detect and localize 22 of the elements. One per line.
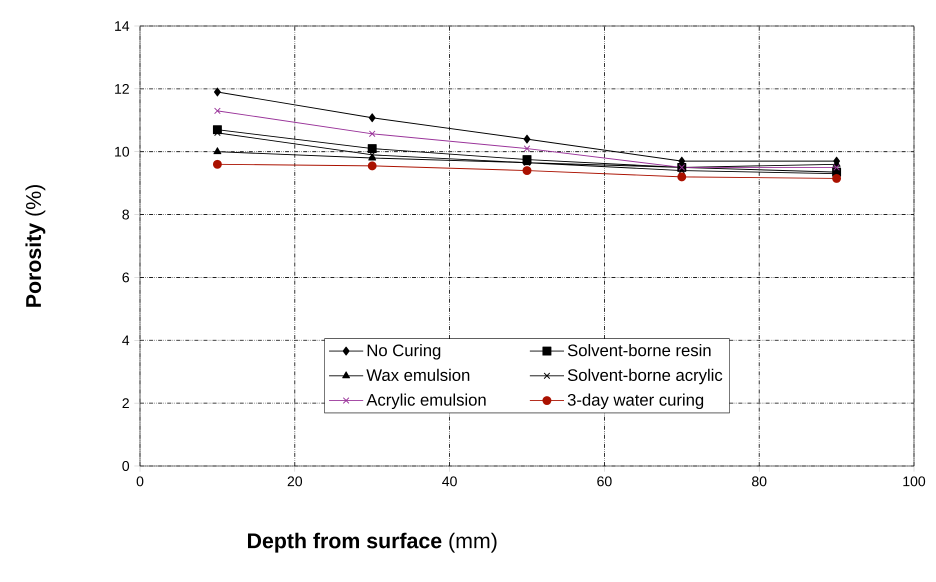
x-tick-label: 20	[288, 476, 302, 486]
x-axis-title: Depth from surface (mm)	[248, 532, 496, 553]
y-tick-label: 14	[115, 21, 130, 31]
y-tick-label: 8	[122, 210, 129, 220]
y-tick-label: 0	[122, 461, 130, 471]
legend-label: 3-day water curing	[568, 394, 704, 410]
y-tick-label: 6	[122, 272, 129, 282]
x-tick-label: 100	[903, 476, 926, 486]
legend-label: Acrylic emulsion	[366, 394, 486, 410]
y-tick-label: 12	[115, 84, 129, 94]
legend-label: Wax emulsion	[366, 368, 470, 382]
x-tick-label: 60	[597, 476, 612, 486]
y-tick-label: 10	[115, 146, 130, 157]
x-tick-label: 40	[442, 476, 457, 486]
legend-label: Solvent-borne acrylic	[568, 368, 722, 384]
x-tick-label: 0	[136, 476, 144, 486]
legend-label: No Curing	[368, 344, 440, 360]
y-axis-title: Porosity (%)	[25, 185, 46, 307]
x-tick-label: 80	[752, 476, 766, 486]
legend-label: Solvent-borne resin	[568, 344, 711, 356]
y-tick-label: 2	[122, 398, 129, 408]
y-tick-label: 4	[122, 335, 130, 346]
